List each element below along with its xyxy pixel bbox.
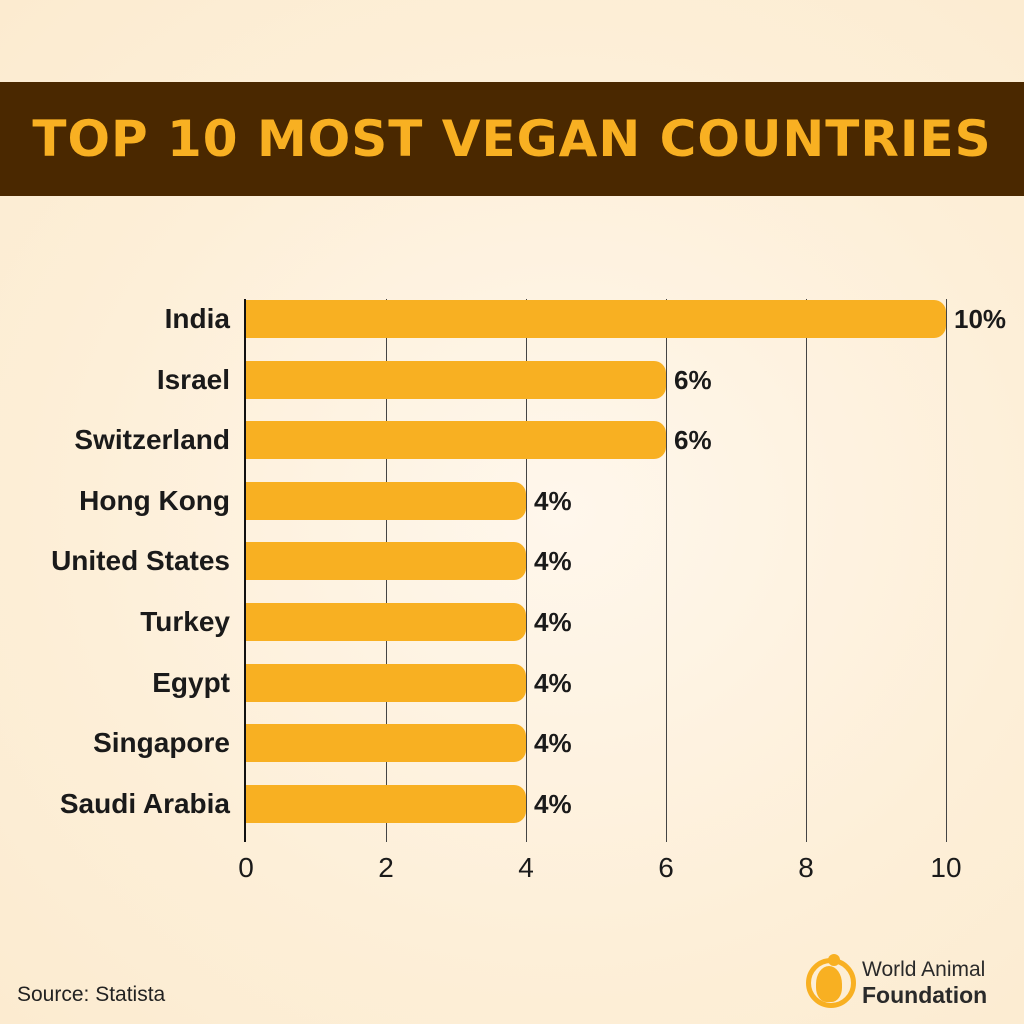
x-tick-label: 4 xyxy=(518,852,534,883)
value-label: 4% xyxy=(534,728,572,759)
category-label: Singapore xyxy=(93,727,230,759)
y-axis-line xyxy=(244,299,246,842)
category-label: Egypt xyxy=(152,666,230,698)
logo-text-line2: Foundation xyxy=(862,982,988,1008)
category-label: Turkey xyxy=(140,606,230,637)
category-label: India xyxy=(164,303,230,334)
gridline xyxy=(806,299,807,842)
x-tick-label: 8 xyxy=(798,852,814,883)
category-label: Israel xyxy=(156,363,230,395)
value-label: 6% xyxy=(674,364,712,395)
category-label: Saudi Arabia xyxy=(59,787,230,819)
bar xyxy=(246,603,526,641)
value-label: 6% xyxy=(674,425,712,456)
gridline xyxy=(946,299,947,842)
value-label: 4% xyxy=(534,667,572,698)
title-banner: TOP 10 MOST VEGAN COUNTRIES xyxy=(0,82,1024,196)
world-animal-foundation-logo: World Animal Foundation xyxy=(806,954,1016,1014)
value-label: 4% xyxy=(534,485,572,516)
bar xyxy=(246,542,526,581)
bird-icon xyxy=(828,954,840,966)
chart-title: TOP 10 MOST VEGAN COUNTRIES xyxy=(32,110,992,168)
category-label: United States xyxy=(51,545,230,577)
dog-cat-silhouette-icon xyxy=(816,966,842,1002)
bar xyxy=(246,724,526,763)
source-note: Source: Statista xyxy=(17,983,166,1006)
bar xyxy=(246,421,666,460)
category-label: Switzerland xyxy=(74,424,230,456)
gridline xyxy=(526,299,527,842)
gridline xyxy=(666,299,667,842)
x-tick-label: 0 xyxy=(238,852,254,883)
bar xyxy=(246,360,666,399)
value-label: 4% xyxy=(534,546,572,577)
value-label: 10% xyxy=(954,304,1007,334)
x-tick-label: 6 xyxy=(658,852,674,883)
logo-text-line1: World Animal xyxy=(862,958,986,981)
value-label: 4% xyxy=(534,788,572,819)
value-label: 4% xyxy=(534,607,572,637)
bar xyxy=(246,300,946,338)
bar xyxy=(246,784,526,823)
x-tick-label: 2 xyxy=(378,852,394,883)
bar xyxy=(246,481,526,520)
category-label: Hong Kong xyxy=(79,484,230,516)
bar xyxy=(246,663,526,702)
x-tick-label: 10 xyxy=(930,852,962,883)
